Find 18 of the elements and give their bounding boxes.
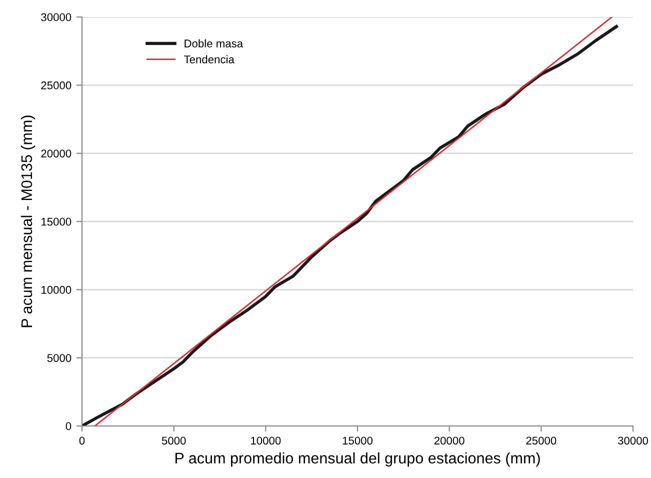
y-tick-label: 5000: [47, 354, 72, 362]
y-tick-label: 10000: [42, 286, 72, 294]
x-tick-label: 30000: [618, 436, 648, 445]
y-axis-title: P acum mensual - M0135 (mm): [20, 116, 36, 328]
x-tick-label: 0: [79, 436, 85, 445]
y-tick-label: 30000: [41, 13, 72, 22]
y-tick-label: 25000: [41, 81, 72, 90]
x-tick-label: 10000: [251, 436, 281, 445]
y-tick-label: 15000: [42, 218, 72, 226]
y-tick-label: 20000: [41, 150, 72, 158]
legend-label: Doble masa: [184, 39, 244, 48]
legend-label: Tendencia: [184, 55, 234, 64]
x-tick-label: 25000: [526, 436, 556, 445]
x-tick-label: 5000: [162, 436, 186, 445]
y-tick-label: 0: [66, 422, 72, 430]
x-axis-title: P acum promedio mensual del grupo estaciones (mm): [175, 452, 540, 467]
x-tick-label: 15000: [342, 436, 373, 445]
x-tick-label: 20000: [434, 436, 464, 445]
